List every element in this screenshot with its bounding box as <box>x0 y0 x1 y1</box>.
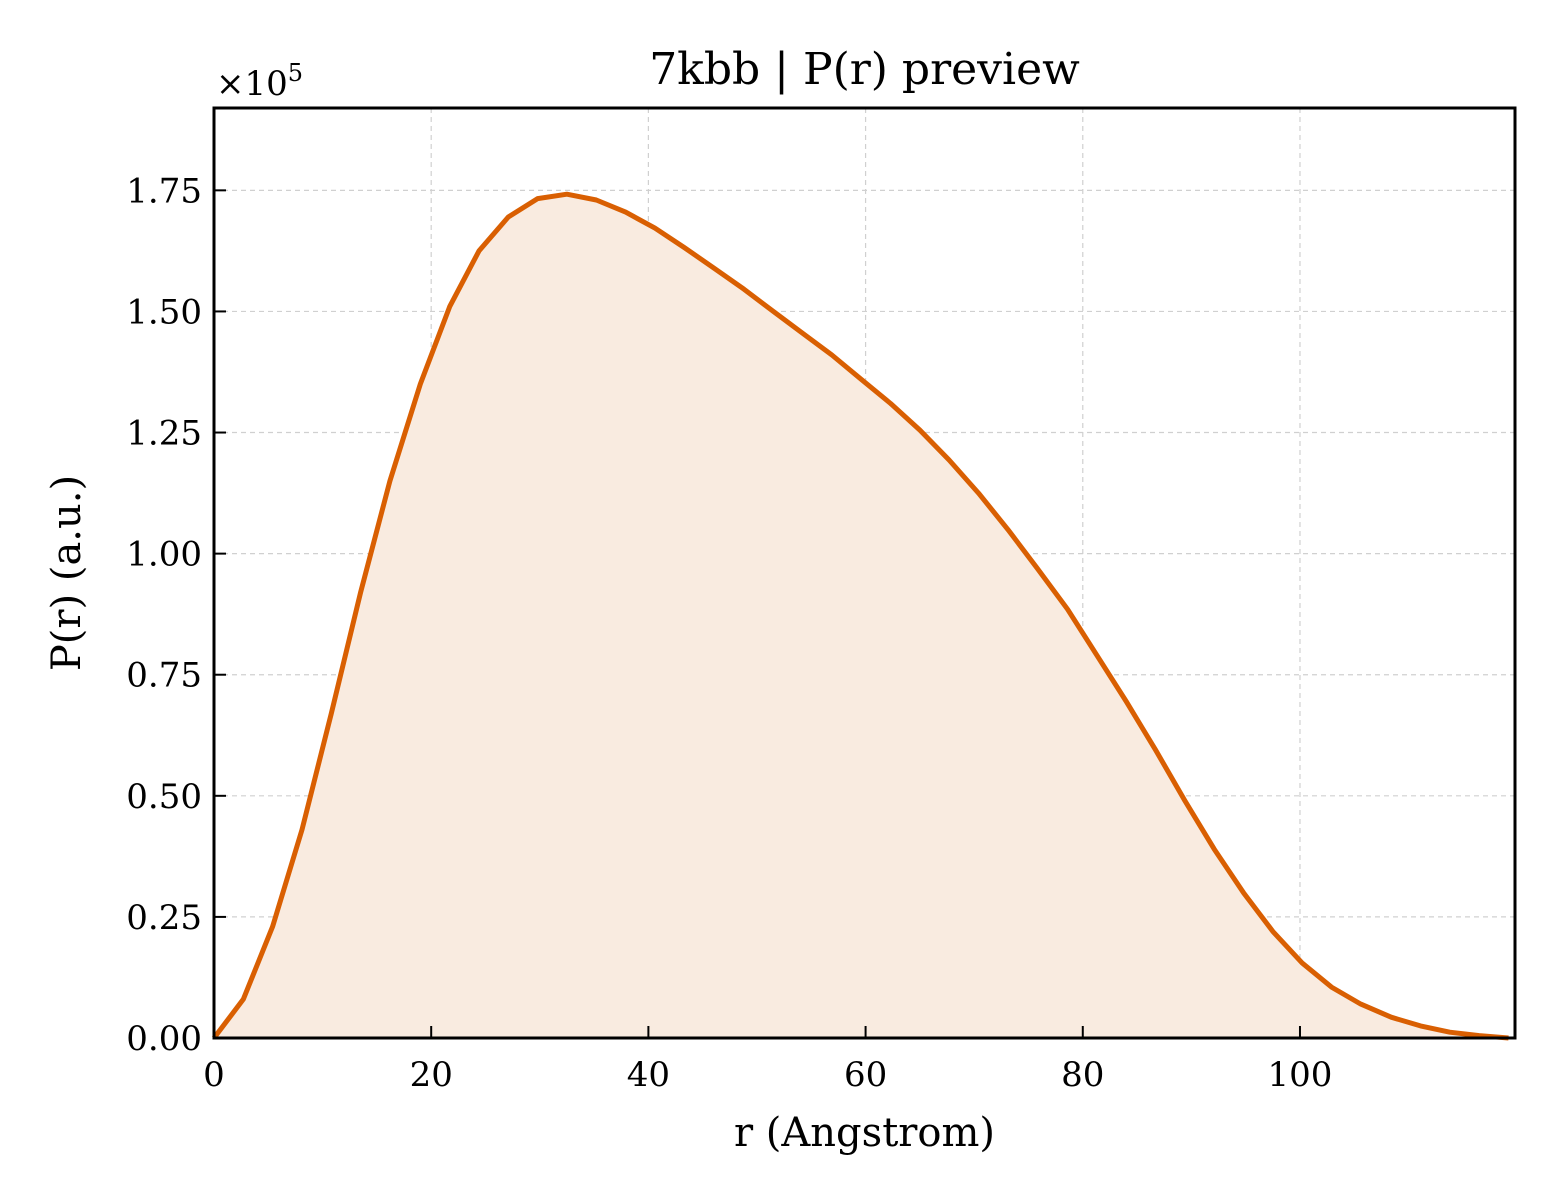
y-tick-label: 0.50 <box>126 777 202 817</box>
x-tick-label: 0 <box>203 1055 225 1095</box>
chart-title: 7kbb | P(r) preview <box>649 44 1080 95</box>
y-tick-label: 0.00 <box>126 1019 202 1059</box>
x-tick-label: 60 <box>844 1055 887 1095</box>
y-offset-exponent: 5 <box>288 59 303 87</box>
x-axis-label: r (Angstrom) <box>734 1110 995 1156</box>
x-tick-label: 80 <box>1061 1055 1104 1095</box>
x-tick-label: 40 <box>627 1055 670 1095</box>
y-tick-label: 1.25 <box>126 414 202 454</box>
y-tick-label: 1.00 <box>126 535 202 575</box>
x-tick-label: 20 <box>410 1055 453 1095</box>
y-offset-multiplier: ×10 <box>216 64 288 104</box>
y-tick-label: 0.25 <box>126 898 202 938</box>
pr-series-line <box>212 191 1509 1041</box>
y-tick-label: 1.50 <box>126 292 202 332</box>
pr-area-fill <box>214 194 1515 1038</box>
y-tick-label: 1.75 <box>126 171 202 211</box>
x-tick-label: 100 <box>1268 1055 1333 1095</box>
y-tick-label: 0.75 <box>126 656 202 696</box>
plot-frame <box>212 106 1517 1040</box>
y-axis-label: P(r) (a.u.) <box>44 475 90 671</box>
y-axis-offset-label: ×105 <box>216 59 303 104</box>
